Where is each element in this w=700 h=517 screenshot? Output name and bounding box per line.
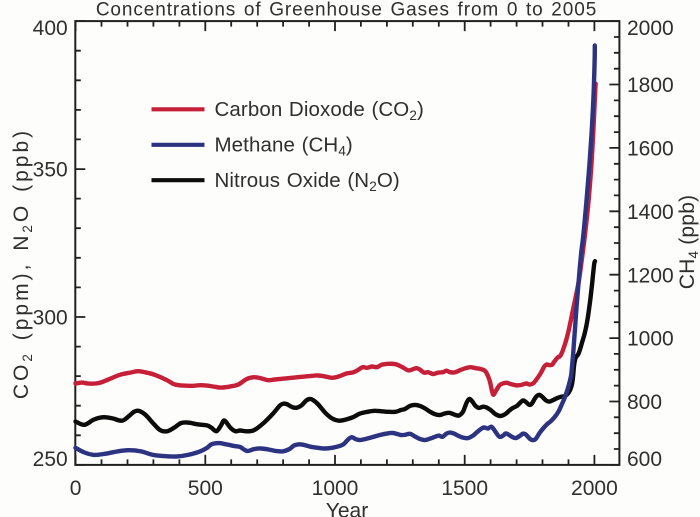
svg-text:1200: 1200 bbox=[627, 264, 674, 287]
svg-text:1800: 1800 bbox=[627, 74, 674, 97]
svg-text:0: 0 bbox=[70, 477, 82, 500]
svg-text:350: 350 bbox=[33, 159, 68, 182]
svg-text:Concentrations of Greenhouse G: Concentrations of Greenhouse Gases from … bbox=[96, 0, 597, 21]
svg-text:Year: Year bbox=[326, 500, 368, 517]
svg-text:300: 300 bbox=[33, 307, 68, 330]
svg-text:1500: 1500 bbox=[441, 477, 488, 500]
svg-text:400: 400 bbox=[33, 17, 68, 40]
svg-text:2000: 2000 bbox=[627, 17, 674, 40]
svg-text:250: 250 bbox=[33, 448, 68, 471]
svg-text:1000: 1000 bbox=[627, 328, 674, 351]
svg-text:CH4 (ppb): CH4 (ppb) bbox=[676, 195, 700, 290]
svg-text:2000: 2000 bbox=[571, 477, 618, 500]
svg-text:500: 500 bbox=[188, 477, 223, 500]
svg-text:Carbon Dioxode (CO2): Carbon Dioxode (CO2) bbox=[215, 98, 424, 123]
svg-text:800: 800 bbox=[627, 391, 662, 414]
svg-text:1400: 1400 bbox=[627, 201, 674, 224]
svg-text:Nitrous Oxide (N2O): Nitrous Oxide (N2O) bbox=[215, 169, 400, 194]
svg-text:600: 600 bbox=[627, 448, 662, 471]
svg-text:1600: 1600 bbox=[627, 137, 674, 160]
svg-text:Methane (CH4): Methane (CH4) bbox=[215, 134, 353, 159]
svg-text:1000: 1000 bbox=[312, 477, 359, 500]
